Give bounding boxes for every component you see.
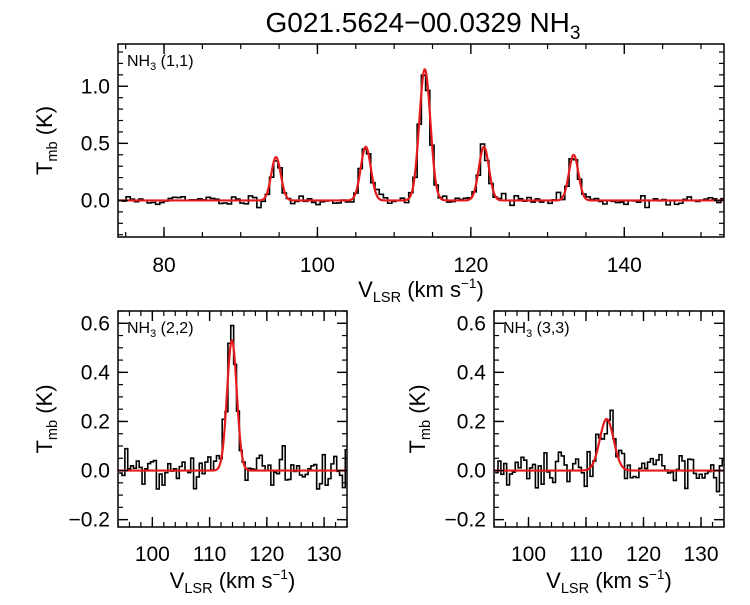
y-tick-label: −0.2 [445, 509, 486, 532]
y-tick-label: 0.0 [457, 460, 486, 483]
panel-label-sub: 3 [150, 328, 156, 340]
x-tick-label: 100 [511, 543, 546, 566]
panel-label-sub: 3 [526, 328, 532, 340]
panel-label-rest: (3,3) [532, 320, 569, 337]
x-tick-label: 130 [683, 543, 718, 566]
x-axis-label-sub: LSR [184, 581, 212, 597]
figure-title-main: G021.5624−00.0329 NH [266, 7, 570, 38]
x-tick-label: 80 [152, 254, 175, 277]
y-axis-label-main: T [405, 440, 430, 453]
y-tick-label: 0.0 [81, 460, 110, 483]
x-axis-label-sub: LSR [373, 290, 401, 306]
x-axis-label-sup: −1 [649, 567, 665, 582]
x-axis-label-close: ) [477, 277, 484, 302]
y-axis-label-main: T [32, 162, 57, 175]
y-tick-label: 0.5 [81, 132, 110, 155]
panel-label-rest: (1,1) [156, 53, 193, 70]
spectrum-histogram [121, 74, 724, 209]
y-axis-label-main: T [32, 440, 57, 453]
panel-label-main: NH [503, 320, 526, 337]
y-tick-label: 0.4 [81, 361, 111, 384]
y-tick-label: 0.6 [81, 312, 110, 335]
panel-nh3_33: 100 110 120 130 −0.2 0.0 0.2 0.4 0.6 NH3 (3,3) VLS… [405, 310, 725, 597]
y-tick-label: 0.6 [457, 312, 486, 335]
panel-label-main: NH [127, 53, 150, 70]
panel-label-sub: 3 [150, 61, 156, 73]
x-tick-label: 120 [249, 543, 284, 566]
y-axis-label-rest: (K) [32, 384, 57, 419]
figure-title: G021.5624−00.0329 NH3 [266, 7, 581, 44]
x-axis-label-sub: LSR [561, 581, 589, 597]
plot-frame [117, 43, 725, 238]
panel-nh3_11: 80 100 120 140 0.0 0.5 1.0 NH3 (1,1) VLSR (km s−… [32, 43, 725, 306]
x-tick-label: 130 [307, 543, 342, 566]
y-tick-label: 0.2 [457, 410, 486, 433]
y-tick-label: 1.0 [81, 75, 110, 98]
y-tick-label: 0.0 [81, 189, 110, 212]
x-tick-label: 110 [193, 543, 226, 566]
figure-title-sub: 3 [570, 23, 581, 44]
y-axis-label: Tmb (K) [32, 106, 61, 175]
x-axis-label: VLSR (km s−1) [170, 567, 296, 597]
x-axis-label-main: V [170, 568, 185, 593]
x-tick-label: 100 [135, 543, 170, 566]
fit-curve [118, 68, 724, 202]
x-axis-label-rest: (km s [401, 277, 461, 302]
y-axis-label-sub: mb [45, 141, 61, 161]
y-axis-label-rest: (K) [32, 106, 57, 141]
x-axis-label: VLSR (km s−1) [358, 276, 484, 306]
x-axis-label-close: ) [288, 568, 295, 593]
y-axis-label: Tmb (K) [32, 384, 61, 453]
y-tick-label: 0.4 [457, 361, 487, 384]
x-tick-label: 120 [626, 543, 661, 566]
y-axis-label-sub: mb [45, 420, 61, 440]
x-axis-label: VLSR (km s−1) [546, 567, 672, 597]
x-axis-label-rest: (km s [213, 568, 273, 593]
x-tick-label: 100 [300, 254, 335, 277]
spectrum-histogram [495, 409, 724, 493]
panel-label: NH3 (2,2) [127, 320, 194, 340]
panel-label: NH3 (1,1) [127, 53, 194, 73]
x-axis-label-sup: −1 [461, 276, 477, 291]
panel-nh3_22: 100 110 120 130 −0.2 0.0 0.2 0.4 0.6 NH3 (2,2) VLS… [32, 310, 348, 597]
x-tick-label: 120 [453, 254, 488, 277]
x-axis-label-main: V [358, 277, 373, 302]
plot-frame [493, 310, 725, 528]
x-axis-label-main: V [546, 568, 561, 593]
y-axis-label-rest: (K) [405, 384, 430, 419]
y-tick-label: 0.2 [81, 410, 110, 433]
fit-curve [118, 339, 347, 472]
x-tick-label: 140 [607, 254, 642, 277]
fit-curve [494, 417, 724, 472]
panel-label-main: NH [127, 320, 150, 337]
panel-label-rest: (2,2) [156, 320, 193, 337]
y-axis-label-sub: mb [418, 420, 434, 440]
y-axis-label: Tmb (K) [405, 384, 434, 453]
x-axis-label-close: ) [665, 568, 672, 593]
x-axis-label-sup: −1 [272, 567, 288, 582]
x-tick-label: 110 [569, 543, 602, 566]
panel-label: NH3 (3,3) [503, 320, 570, 340]
y-tick-label: −0.2 [69, 509, 110, 532]
x-axis-label-rest: (km s [589, 568, 649, 593]
